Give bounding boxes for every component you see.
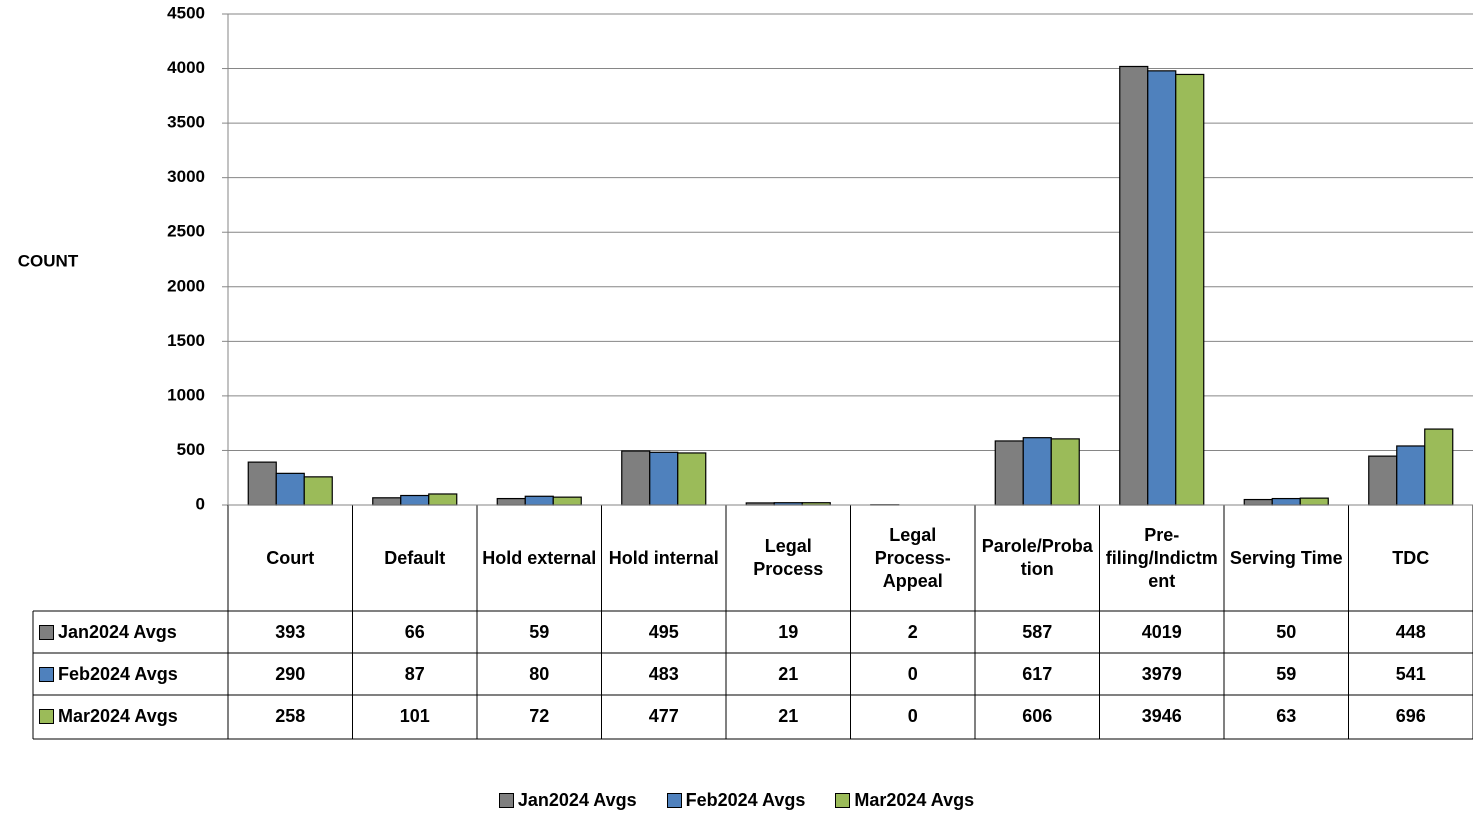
table-value: 21 bbox=[778, 705, 799, 726]
bar bbox=[275, 472, 305, 506]
x-tick-label: Serving Time bbox=[1229, 547, 1343, 568]
y-tick-label: 2000 bbox=[167, 276, 205, 295]
x-tick-label: Legal Process-Appeal bbox=[874, 524, 951, 591]
table-legend: Jan2024 Avgs bbox=[39, 611, 177, 653]
bar bbox=[400, 494, 430, 506]
legend-swatch bbox=[666, 792, 682, 808]
table-value: 477 bbox=[648, 705, 679, 726]
bar bbox=[247, 461, 277, 506]
bar bbox=[428, 493, 458, 506]
table-value: 541 bbox=[1395, 663, 1426, 684]
table-value: 101 bbox=[399, 705, 430, 726]
x-tick-label: TDC bbox=[1392, 547, 1430, 568]
y-tick-label: 500 bbox=[177, 440, 205, 459]
y-tick-label: 1000 bbox=[167, 385, 205, 404]
x-tick-label: Hold external bbox=[482, 547, 597, 568]
bar bbox=[994, 440, 1024, 506]
table-value: 617 bbox=[1022, 663, 1053, 684]
bar bbox=[1147, 70, 1177, 506]
bar bbox=[1368, 455, 1398, 506]
legend-swatch bbox=[39, 708, 54, 724]
table-value: 0 bbox=[907, 705, 918, 726]
legend-label: Feb2024 Avgs bbox=[58, 663, 178, 684]
bar bbox=[1119, 65, 1149, 506]
bar bbox=[649, 451, 679, 506]
legend-label: Jan2024 Avgs bbox=[517, 789, 637, 810]
table-value: 87 bbox=[404, 663, 425, 684]
table-value: 3946 bbox=[1141, 705, 1182, 726]
legend: Jan2024 Avgs Feb2024 Avgs Mar2024 Avgs bbox=[0, 786, 1473, 814]
table-value: 4019 bbox=[1141, 621, 1182, 642]
x-tick-label: Default bbox=[384, 547, 446, 568]
bar bbox=[621, 450, 651, 506]
x-tick-label: Parole/Probation bbox=[981, 536, 1093, 579]
legend-label: Mar2024 Avgs bbox=[854, 789, 975, 810]
table-value: 59 bbox=[1276, 663, 1297, 684]
table-value: 59 bbox=[529, 621, 550, 642]
x-tick-label: Legal Process bbox=[753, 536, 824, 579]
legend-swatch bbox=[498, 792, 514, 808]
bar bbox=[1424, 428, 1454, 506]
legend-swatch bbox=[39, 666, 54, 682]
y-tick-label: 2500 bbox=[167, 222, 205, 241]
table-value: 50 bbox=[1276, 621, 1297, 642]
legend-item: Mar2024 Avgs bbox=[835, 790, 974, 811]
bar bbox=[1022, 437, 1052, 506]
y-tick-label: 1500 bbox=[167, 331, 205, 350]
table-value: 448 bbox=[1395, 621, 1426, 642]
y-tick-label: 4500 bbox=[167, 3, 205, 22]
table-value: 696 bbox=[1395, 705, 1426, 726]
table-legend: Feb2024 Avgs bbox=[39, 653, 178, 695]
table-value: 393 bbox=[275, 621, 306, 642]
y-axis-title: COUNT bbox=[18, 251, 79, 270]
x-tick-label: Pre-filing/Indictment bbox=[1105, 524, 1218, 591]
bar bbox=[677, 452, 707, 506]
table-value: 63 bbox=[1276, 705, 1297, 726]
table-value: 72 bbox=[529, 705, 550, 726]
table-value: 19 bbox=[778, 621, 799, 642]
table-value: 2 bbox=[907, 621, 918, 642]
legend-item: Feb2024 Avgs bbox=[666, 789, 806, 811]
x-tick-label: Hold internal bbox=[608, 547, 719, 568]
table-value: 0 bbox=[907, 663, 918, 684]
table-value: 258 bbox=[275, 705, 306, 726]
legend-item: Jan2024 Avgs bbox=[498, 789, 637, 811]
bar bbox=[1175, 73, 1205, 506]
legend-swatch bbox=[39, 624, 54, 640]
bar bbox=[303, 476, 333, 506]
table-legend: Mar2024 Avgs bbox=[39, 695, 178, 737]
y-tick-label: 3500 bbox=[167, 113, 205, 132]
bar bbox=[552, 496, 582, 506]
legend-label: Jan2024 Avgs bbox=[58, 621, 177, 642]
table-value: 290 bbox=[275, 663, 306, 684]
legend-label: Mar2024 Avgs bbox=[58, 705, 178, 726]
bar bbox=[372, 497, 402, 506]
table-value: 21 bbox=[778, 663, 799, 684]
table-value: 80 bbox=[529, 663, 550, 684]
y-tick-label: 0 bbox=[196, 494, 205, 513]
y-tick-label: 4000 bbox=[167, 58, 205, 77]
bar bbox=[1299, 497, 1329, 506]
x-tick-label: Court bbox=[266, 547, 315, 568]
legend-swatch bbox=[835, 792, 851, 808]
bar bbox=[524, 495, 554, 506]
table-value: 3979 bbox=[1141, 663, 1182, 684]
legend-label: Feb2024 Avgs bbox=[685, 789, 806, 810]
y-tick-label: 3000 bbox=[167, 167, 205, 186]
table-value: 483 bbox=[648, 663, 679, 684]
bar bbox=[1050, 438, 1080, 506]
table-value: 66 bbox=[404, 621, 425, 642]
bar bbox=[1396, 445, 1426, 506]
table-value: 606 bbox=[1022, 705, 1053, 726]
table-value: 587 bbox=[1022, 621, 1053, 642]
table-value: 495 bbox=[648, 621, 679, 642]
